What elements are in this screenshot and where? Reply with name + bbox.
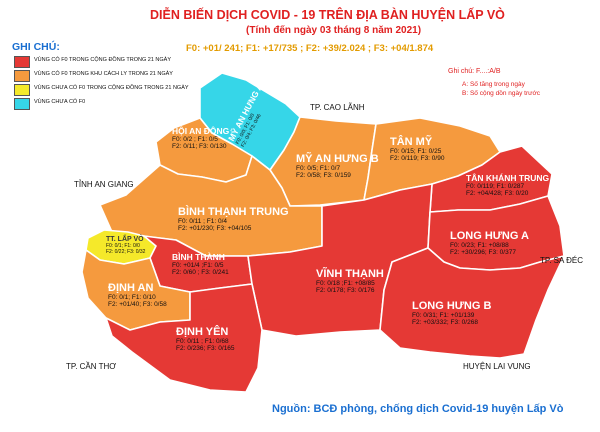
legend-label: VÙNG CHƯA CÓ F0 TRONG CỘNG ĐỒNG TRONG 21… <box>34 85 189 91</box>
commune-name: MỸ AN HƯNG B <box>296 153 379 165</box>
commune-long-hung-b[interactable]: LONG HƯNG B F0: 0/31; F1: +01/139 F2: +0… <box>412 300 491 326</box>
legend-label: VÙNG CHƯA CÓ F0 <box>34 99 86 105</box>
commune-name: HỘI AN ĐÔNG <box>172 126 230 136</box>
label-tp-can-tho: TP. CẦN THƠ <box>66 362 117 371</box>
commune-name: ĐỊNH YÊN <box>176 326 229 338</box>
commune-stats-line1: F0: 0/2 ; F1: 0/5 <box>172 136 218 143</box>
commune-long-hung-a[interactable]: LONG HƯNG A F0: 0/23; F1: +08/88 F2: +30… <box>450 230 529 256</box>
commune-name: ĐỊNH AN <box>108 282 154 294</box>
commune-stats-line1: F0: +01/4 ;F1: 0/5 <box>172 262 224 269</box>
commune-stats-line2: F2: 0/178; F3: 0/176 <box>316 287 375 294</box>
legend-swatch-cyan <box>14 98 30 110</box>
commune-stats-line2: F2: 0/11; F3: 0/130 <box>172 143 227 150</box>
commune-stats-line2: F2: 0/119; F3: 0/90 <box>390 155 445 162</box>
commune-my-an-hung-b[interactable]: MỸ AN HƯNG B F0: 0/5; F1: 0/7 F2: 0/58; … <box>296 153 379 179</box>
label-tinh-an-giang: TỈNH AN GIANG <box>74 180 134 189</box>
commune-binh-thanh-trung[interactable]: BÌNH THẠNH TRUNG F0: 0/11 ; F1: 0/4 F2: … <box>178 206 289 232</box>
legend-label: VÙNG CÓ F0 TRONG CỘNG ĐỒNG TRONG 21 NGÀY <box>34 57 172 63</box>
summary-stats: F0: +01/ 241; F1: +17/735 ; F2: +39/2.02… <box>186 43 434 54</box>
legend-swatch-orange <box>14 70 30 82</box>
commune-stats-line2: F2: 0/58; F3: 0/159 <box>296 172 351 179</box>
commune-name: TT. LẤP VÒ <box>106 236 144 243</box>
commune-stats-line2: F2: 0/60 ; F3: 0/241 <box>172 269 229 276</box>
commune-binh-thanh[interactable]: BÌNH THÀNH F0: +01/4 ;F1: 0/5 F2: 0/60 ;… <box>172 252 229 276</box>
map-title: DIỄN BIẾN DỊCH COVID - 19 TRÊN ĐỊA BÀN H… <box>150 8 505 22</box>
commune-name: TÂN KHÁNH TRUNG <box>466 173 550 183</box>
label-tp-cao-lanh: TP. CAO LÃNH <box>310 103 365 112</box>
commune-stats-line1: F0: 0/18 ;F1: +08/85 <box>316 280 375 287</box>
label-tp-sa-dec: TP. SA ĐÉC <box>540 256 583 265</box>
commune-name: VĨNH THẠNH <box>316 268 384 280</box>
note-title: Ghi chú: F....:A/B <box>448 68 501 75</box>
label-huyen-lai-vung: HUYỆN LAI VUNG <box>463 362 531 371</box>
commune-stats-line1: F0: 0/5; F1: 0/7 <box>296 165 341 172</box>
commune-stats-line2: F2: +30/296; F3: 0/377 <box>450 249 516 256</box>
commune-stats-line2: F2: +03/332; F3: 0/268 <box>412 319 478 326</box>
commune-vinh-thanh[interactable]: VĨNH THẠNH F0: 0/18 ;F1: +08/85 F2: 0/17… <box>316 268 384 294</box>
commune-stats-line2: F2: +01/40; F3: 0/58 <box>108 301 167 308</box>
commune-name: LONG HƯNG B <box>412 300 492 312</box>
commune-stats-line2: F2: +01/230; F3: +04/105 <box>178 225 252 232</box>
commune-name: BÌNH THẠNH TRUNG <box>178 206 289 218</box>
commune-stats-line1: F0: 0/15; F1: 0/25 <box>390 148 442 155</box>
note-a: A: Số tăng trong ngày <box>462 81 525 88</box>
commune-stats-line1: F0: 0/23; F1: +08/88 <box>450 242 509 249</box>
legend-label: VÙNG CÓ F0 TRONG KHU CÁCH LY TRONG 21 NG… <box>34 71 173 77</box>
legend-swatch-yellow <box>14 84 30 96</box>
commune-tan-khanh-trung[interactable]: TÂN KHÁNH TRUNG F0: 0/119; F1: 0/287 F2:… <box>466 173 549 197</box>
commune-dinh-an[interactable]: ĐỊNH AN F0: 0/1; F1: 0/10 F2: +01/40; F3… <box>108 282 167 308</box>
commune-stats-line1: F0: 0/11 ; F1: 0/4 <box>178 218 228 225</box>
commune-stats-line1: F0: 0/119; F1: 0/287 <box>466 183 525 190</box>
commune-name: LONG HƯNG A <box>450 230 529 242</box>
commune-tan-my[interactable]: TÂN MỸ F0: 0/15; F1: 0/25 F2: 0/119; F3:… <box>390 136 444 162</box>
commune-stats-line1: F0: 0/11 ; F1: 0/68 <box>176 338 229 345</box>
commune-stats-line2: F2: 0/236; F3: 0/165 <box>176 345 235 352</box>
commune-tt-lap-vo[interactable]: TT. LẤP VÒ F0: 0/1; F1: 0/0 F2: 0/22; F3… <box>106 236 145 255</box>
region-long-hung-b[interactable] <box>379 247 565 359</box>
commune-stats-line2: F2: 0/22; F3: 0/32 <box>106 249 146 255</box>
commune-name: TÂN MỸ <box>390 136 433 148</box>
commune-name: BÌNH THÀNH <box>172 252 225 262</box>
commune-hoi-an-dong[interactable]: HỘI AN ĐÔNG F0: 0/2 ; F1: 0/5 F2: 0/11; … <box>172 126 229 150</box>
legend-swatch-red <box>14 56 30 68</box>
legend-title: GHI CHÚ: <box>12 41 60 53</box>
map-subtitle: (Tính đến ngày 03 tháng 8 năm 2021) <box>246 25 422 36</box>
commune-stats-line1: F0: 0/31; F1: +01/139 <box>412 312 475 319</box>
commune-stats-line2: F2: +04/428; F3: 0/20 <box>466 190 529 197</box>
commune-dinh-yen[interactable]: ĐỊNH YÊN F0: 0/11 ; F1: 0/68 F2: 0/236; … <box>176 326 235 352</box>
commune-stats-line1: F0: 0/1; F1: 0/0 <box>106 243 140 249</box>
region-dinh-yen[interactable] <box>105 283 263 393</box>
note-b: B: Số cộng dồn ngày trước <box>462 90 540 97</box>
commune-stats-line1: F0: 0/1; F1: 0/10 <box>108 294 156 301</box>
source-text: Nguồn: BCĐ phòng, chống dịch Covid-19 hu… <box>272 403 564 415</box>
